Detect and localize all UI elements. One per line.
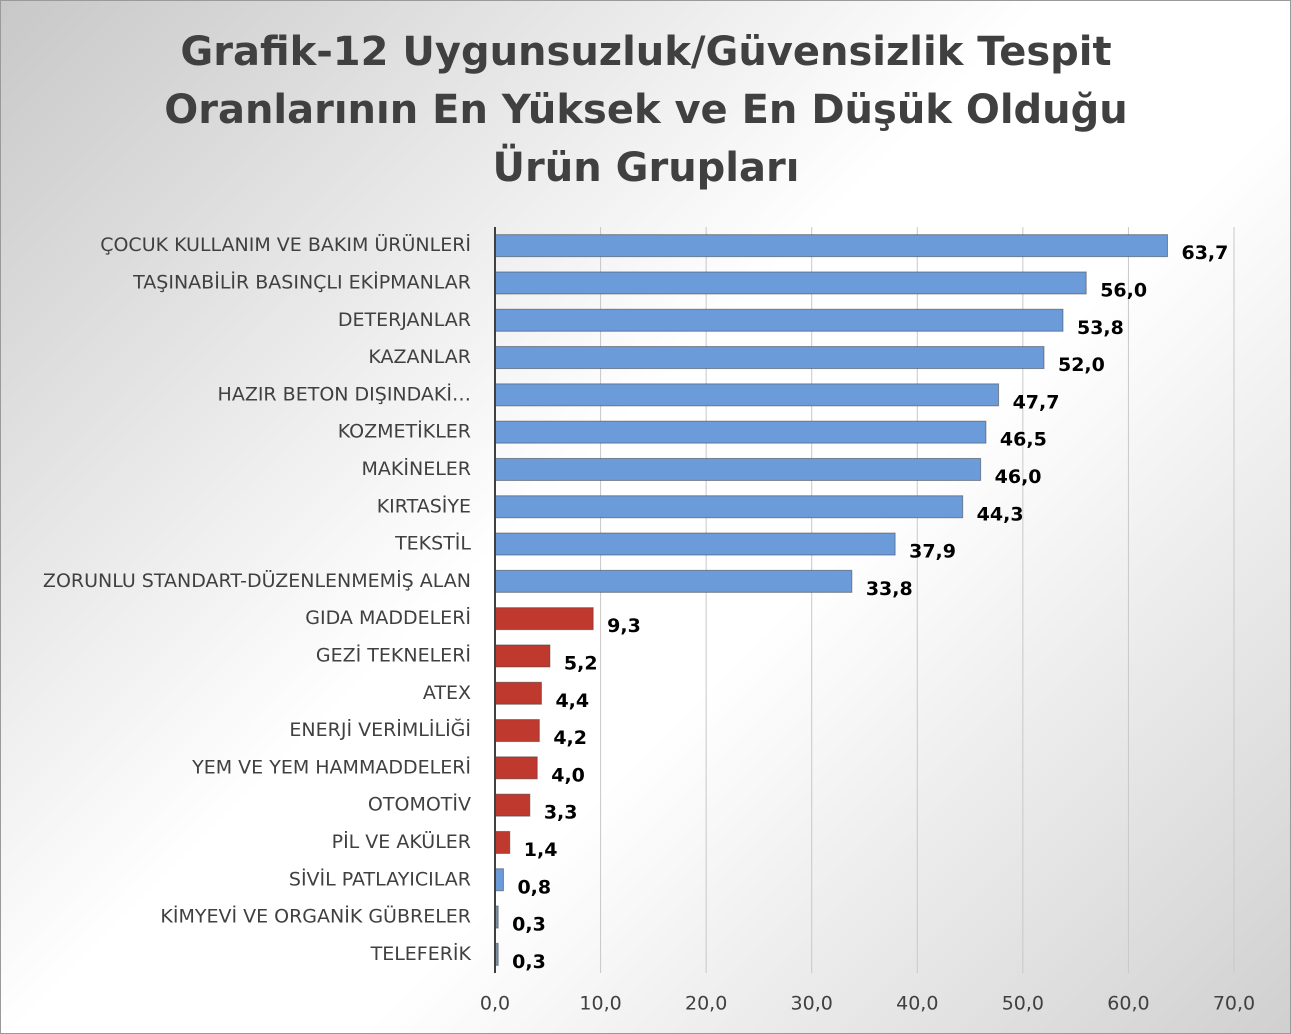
bar [494, 644, 551, 668]
y-tick-label: OTOMOTİV [368, 793, 471, 816]
bar [494, 793, 531, 817]
bar [494, 271, 1087, 295]
y-tick-label: SİVİL PATLAYICILAR [289, 867, 471, 890]
bar [494, 383, 1000, 407]
x-tick-label: 0,0 [480, 993, 510, 1015]
bar [494, 346, 1045, 370]
y-tick-label: TAŞINABİLİR BASINÇLI EKİPMANLAR [132, 270, 471, 293]
y-tick-label: PİL VE AKÜLER [332, 830, 471, 853]
value-label: 37,9 [909, 541, 956, 563]
value-label: 4,0 [551, 764, 585, 786]
value-label: 1,4 [524, 839, 558, 861]
y-tick-label: KİMYEVİ VE ORGANİK GÜBRELER [160, 905, 471, 928]
value-label: 53,8 [1077, 317, 1124, 339]
y-tick-label: KAZANLAR [368, 346, 471, 368]
x-tick-label: 50,0 [1002, 993, 1044, 1015]
y-tick-label: ÇOCUK KULLANIM VE BAKIM ÜRÜNLERİ [100, 233, 471, 256]
bar [494, 234, 1168, 258]
value-label: 46,0 [995, 466, 1042, 488]
y-tick-label: TEKSTİL [394, 532, 471, 555]
value-label: 0,8 [517, 876, 551, 898]
y-tick-label: GIDA MADDELERİ [305, 606, 471, 629]
y-tick-label: MAKİNELER [362, 457, 471, 480]
y-tick-label: ATEX [423, 682, 471, 704]
value-label: 5,2 [564, 652, 598, 674]
bar [494, 830, 511, 854]
value-label: 0,3 [512, 951, 546, 973]
y-tick-label: DETERJANLAR [338, 309, 471, 331]
value-label: 47,7 [1013, 391, 1060, 413]
value-label: 46,5 [1000, 429, 1047, 451]
value-label: 52,0 [1058, 354, 1105, 376]
value-label: 4,4 [555, 690, 589, 712]
value-label: 33,8 [866, 578, 913, 600]
bar [494, 495, 964, 519]
y-tick-label: KOZMETİKLER [338, 420, 471, 443]
bar [494, 719, 540, 743]
x-tick-label: 20,0 [685, 993, 727, 1015]
bar [494, 308, 1064, 332]
chart-title: Grafik-12 Uygunsuzluk/Güvensizlik Tespit… [164, 29, 1128, 191]
value-label: 3,3 [544, 802, 578, 824]
y-tick-label: ZORUNLU STANDART-DÜZENLENMEMİŞ ALAN [43, 569, 471, 592]
x-tick-label: 30,0 [791, 993, 833, 1015]
value-label: 44,3 [977, 503, 1024, 525]
y-tick-label: KIRTASİYE [377, 494, 471, 517]
bar [494, 756, 538, 780]
bar [494, 420, 987, 444]
value-label: 63,7 [1181, 242, 1228, 264]
bar [494, 868, 504, 892]
x-tick-label: 40,0 [896, 993, 938, 1015]
value-label: 56,0 [1100, 279, 1147, 301]
bar [494, 457, 982, 481]
bar [494, 569, 853, 593]
value-label: 4,2 [553, 727, 587, 749]
bar [494, 607, 594, 631]
bar [494, 532, 896, 556]
bar [494, 681, 542, 705]
y-tick-label: ENERJİ VERİMLİLİĞİ [289, 717, 471, 741]
value-label: 0,3 [512, 914, 546, 936]
y-tick-label: TELEFERİK [370, 942, 472, 965]
y-tick-label: HAZIR BETON DIŞINDAKİ… [218, 382, 471, 405]
value-label: 9,3 [607, 615, 641, 637]
x-tick-label: 10,0 [579, 993, 621, 1015]
y-tick-label: YEM VE YEM HAMMADDELERİ [191, 755, 471, 778]
x-tick-label: 70,0 [1213, 993, 1255, 1015]
y-tick-label: GEZİ TEKNELERİ [316, 643, 471, 666]
x-tick-label: 60,0 [1107, 993, 1149, 1015]
